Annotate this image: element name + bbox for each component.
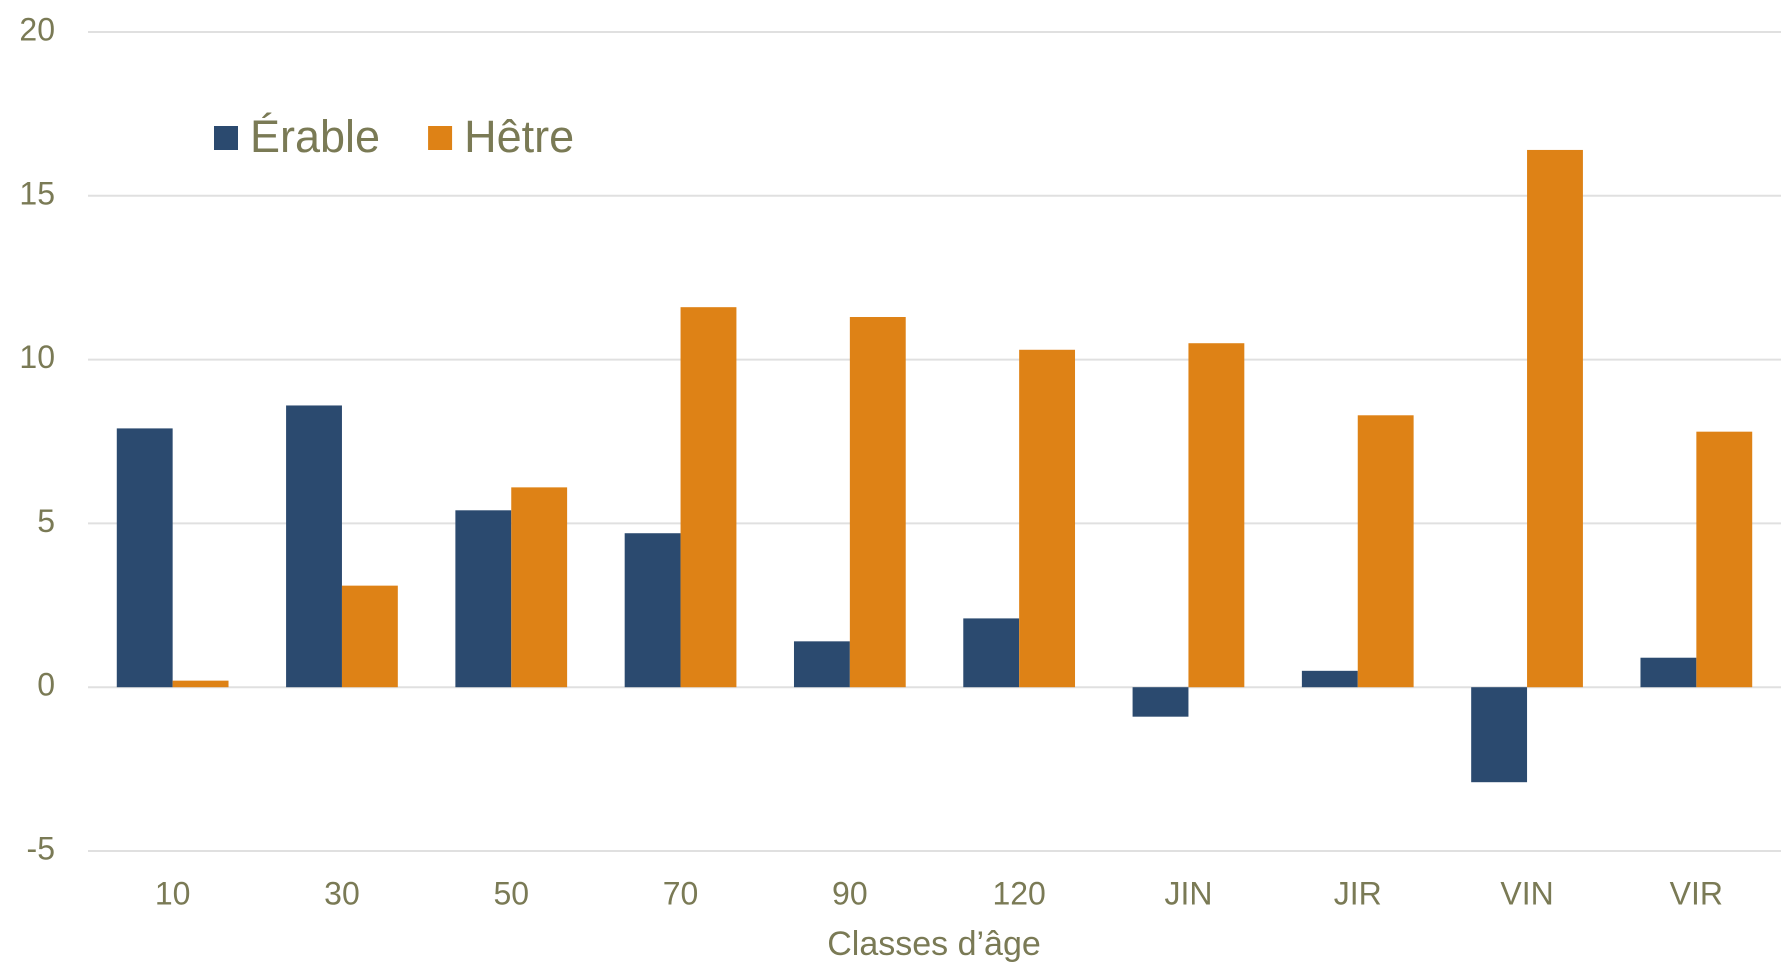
bar — [511, 487, 568, 688]
bar — [116, 428, 173, 688]
bar — [1696, 431, 1753, 688]
legend-label: Hêtre — [464, 111, 574, 162]
y-tick-label: 10 — [19, 339, 55, 375]
x-tick-label: JIR — [1334, 875, 1382, 911]
bar — [341, 585, 398, 688]
y-tick-label: 15 — [19, 175, 55, 211]
y-tick-label: -5 — [27, 830, 55, 866]
bar — [286, 405, 342, 688]
x-tick-label: JIN — [1164, 875, 1212, 911]
x-tick-label: VIR — [1670, 875, 1723, 911]
bar — [624, 533, 681, 688]
x-tick-label: 50 — [493, 875, 529, 911]
bar — [963, 618, 1020, 688]
y-tick-label: 0 — [37, 667, 55, 703]
x-tick-label: 120 — [992, 875, 1045, 911]
legend-swatch — [214, 126, 238, 150]
legend-swatch — [428, 126, 453, 150]
x-tick-label: 10 — [155, 875, 191, 911]
bar — [455, 510, 512, 688]
bar — [1301, 670, 1358, 688]
bar — [1132, 687, 1189, 717]
bar — [849, 317, 906, 688]
x-tick-label: 30 — [324, 875, 360, 911]
x-tick-label: VIN — [1500, 875, 1553, 911]
x-tick-label: 90 — [832, 875, 868, 911]
y-tick-label: 5 — [37, 503, 55, 539]
bar — [1640, 657, 1697, 688]
x-axis-title: Classes d’âge — [827, 925, 1041, 963]
bar — [1471, 687, 1528, 783]
bar — [172, 680, 229, 688]
legend-label: Érable — [250, 111, 380, 162]
bar — [793, 641, 850, 688]
bar — [1019, 349, 1076, 688]
bar — [1527, 149, 1583, 688]
bar — [1357, 415, 1414, 688]
bar — [1188, 343, 1245, 688]
bar — [680, 307, 737, 688]
x-tick-label: 70 — [663, 875, 699, 911]
y-tick-label: 20 — [19, 11, 55, 47]
